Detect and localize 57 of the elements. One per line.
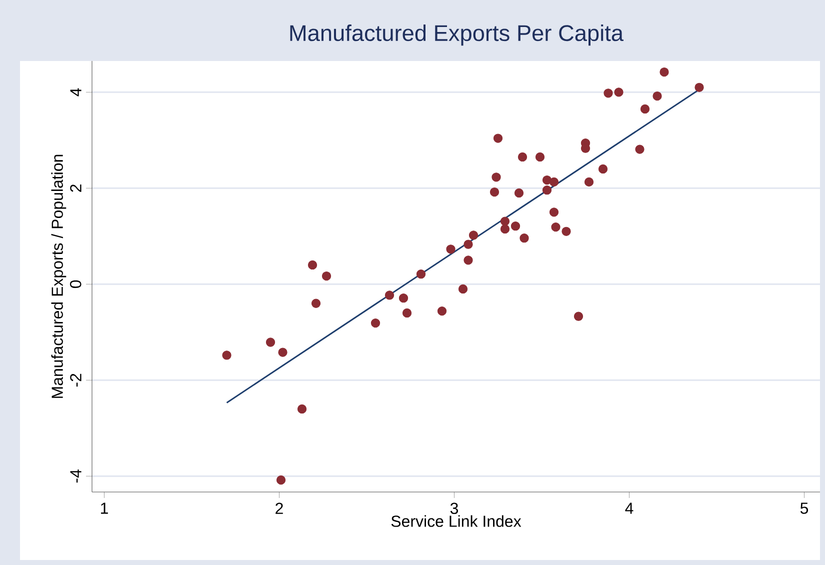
point	[574, 312, 584, 321]
point	[384, 290, 394, 300]
point	[490, 187, 500, 197]
point	[398, 294, 408, 303]
y-tick-label: -4	[70, 470, 82, 483]
point	[464, 256, 473, 265]
point	[510, 222, 520, 231]
point	[468, 230, 478, 240]
point	[551, 222, 560, 232]
y-tick-label: -2	[70, 374, 82, 387]
point	[464, 240, 473, 249]
point	[584, 177, 594, 187]
point	[308, 260, 318, 270]
point	[562, 226, 571, 236]
point	[322, 271, 332, 281]
point	[458, 284, 468, 294]
point	[266, 338, 276, 347]
point	[492, 172, 501, 182]
point	[614, 88, 624, 97]
point	[297, 404, 307, 414]
point	[549, 208, 559, 217]
point	[549, 177, 559, 187]
point	[278, 348, 288, 357]
point	[437, 306, 447, 316]
point	[694, 82, 704, 92]
point	[542, 186, 552, 195]
y-tick-label: 0	[70, 280, 82, 288]
x-tick-label: 1	[101, 502, 108, 514]
x-tick-label: 5	[800, 502, 808, 514]
point	[514, 188, 524, 198]
point	[276, 475, 286, 485]
point	[660, 67, 669, 77]
x-tick-label: 4	[625, 502, 634, 514]
y-tick-label: 2	[70, 184, 82, 192]
point	[652, 91, 662, 101]
x-tick-label: 3	[450, 502, 458, 514]
point	[500, 224, 510, 234]
x-axis-title: Service Link Index	[391, 515, 522, 527]
point	[370, 318, 380, 328]
x-tick-label: 2	[276, 502, 283, 514]
point	[500, 216, 510, 226]
point	[640, 104, 650, 114]
point	[402, 308, 412, 318]
point	[416, 270, 426, 279]
y-tick-label: 4	[70, 88, 82, 96]
point	[446, 244, 456, 254]
point	[518, 152, 528, 162]
point	[222, 350, 232, 360]
y-axis-title: Manufactured Exports / Population	[51, 154, 66, 398]
point	[635, 144, 644, 154]
point	[604, 88, 613, 98]
point	[598, 164, 608, 174]
chart-title: Manufactured Exports Per Capita	[290, 24, 624, 46]
point	[311, 298, 321, 308]
point	[535, 152, 545, 162]
point	[520, 234, 529, 243]
point	[493, 134, 503, 143]
